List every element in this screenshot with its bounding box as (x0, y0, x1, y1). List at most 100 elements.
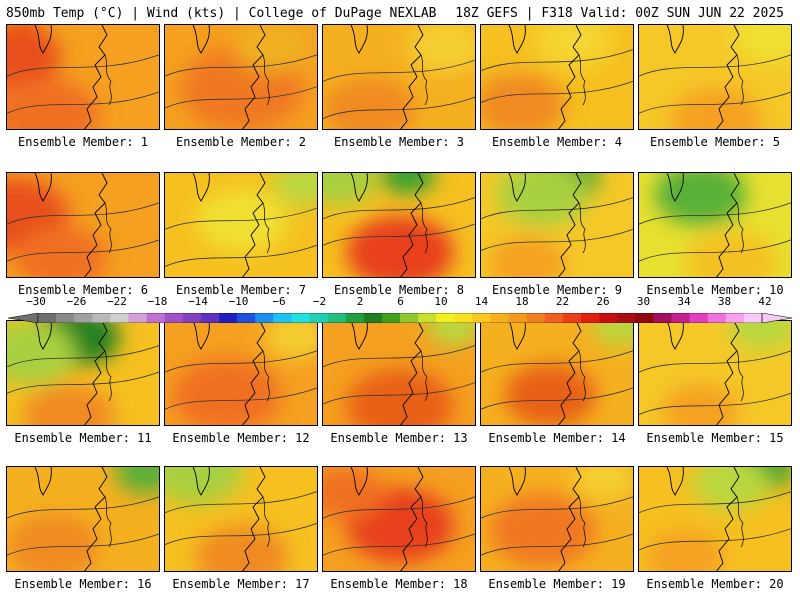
temperature-field (165, 467, 317, 571)
height-contour (165, 491, 317, 514)
ensemble-member-label: Ensemble Member: 9 (491, 283, 623, 297)
temperature-anomaly-region (323, 173, 377, 205)
color-scale-min-arrow (7, 312, 39, 324)
color-scale-tick-label: 26 (596, 295, 610, 308)
height-contour (481, 387, 633, 410)
temperature-anomaly-region (573, 467, 633, 499)
coastline (558, 467, 582, 571)
height-contour (7, 91, 159, 114)
coastline (578, 350, 586, 402)
color-scale-segment (92, 313, 111, 323)
ensemble-member-label: Ensemble Member: 19 (488, 577, 626, 591)
coastline (84, 321, 108, 425)
ensemble-member-map (164, 466, 318, 572)
temperature-field (165, 321, 317, 425)
ensemble-member-map (6, 466, 160, 572)
great-lakes-outline (350, 467, 368, 496)
great-lakes-outline (508, 467, 526, 496)
great-lakes-outline (666, 173, 684, 202)
ensemble-member-label: Ensemble Member: 7 (175, 283, 307, 297)
color-scale-segment (400, 313, 419, 323)
coastline (578, 496, 586, 548)
temperature-field (7, 467, 159, 571)
temperature-anomaly-region (7, 514, 100, 571)
color-scale-segment (182, 313, 202, 323)
temperature-anomaly-region (7, 25, 41, 43)
height-contour (639, 392, 791, 415)
coastline (84, 467, 108, 571)
color-scale-segment (363, 313, 383, 323)
coastline (558, 321, 582, 425)
coastline (420, 54, 428, 106)
coastline (420, 496, 428, 548)
coastline (736, 54, 744, 106)
coastline (242, 467, 266, 571)
color-scale-segment (562, 313, 582, 323)
height-contour (323, 382, 475, 405)
color-scale-segment (617, 313, 636, 323)
temperature-anomaly-region (346, 368, 454, 425)
color-scale-tick-label: 18 (515, 295, 529, 308)
temperature-anomaly-region (488, 493, 597, 568)
great-lakes-outline (508, 173, 526, 202)
ensemble-member-label: Ensemble Member: 6 (17, 283, 149, 297)
temperature-anomaly-region (685, 231, 778, 277)
color-scale-segment (743, 313, 763, 323)
coastline (578, 202, 586, 254)
height-contour (639, 202, 791, 225)
temperature-color-scale (7, 308, 793, 324)
ensemble-member-label: Ensemble Member: 5 (649, 135, 781, 149)
color-scale-segment (38, 313, 57, 323)
ensemble-member-map (480, 24, 634, 130)
ensemble-member-label: Ensemble Member: 1 (17, 135, 149, 149)
temperature-field (323, 321, 475, 425)
color-scale-segment (291, 313, 310, 323)
temperature-anomaly-region (165, 467, 242, 505)
color-scale-segment (508, 313, 527, 323)
temperature-anomaly-region (654, 173, 747, 226)
color-scale-segment (635, 313, 654, 323)
height-contour (323, 533, 475, 556)
temperature-anomaly-region (407, 25, 475, 73)
temperature-field (481, 467, 633, 571)
coastline (716, 25, 740, 129)
temperature-field (7, 173, 159, 277)
great-lakes-outline (34, 25, 52, 54)
ensemble-member-map (164, 24, 318, 130)
coastline (262, 350, 270, 402)
color-scale-segment (725, 313, 745, 323)
temperature-field (323, 467, 475, 571)
color-scale-tick-label: −18 (147, 295, 168, 308)
color-scale-segment (128, 313, 147, 323)
ensemble-member-label: Ensemble Member: 8 (333, 283, 465, 297)
great-lakes-outline (192, 173, 210, 202)
color-scale-segment (707, 313, 727, 323)
ensemble-member-map (638, 24, 792, 130)
height-contour (481, 350, 633, 373)
color-scale-segment (436, 313, 455, 323)
height-contour (7, 533, 159, 556)
height-contour (7, 54, 159, 77)
height-contour (639, 491, 791, 514)
coastline (558, 25, 582, 129)
great-lakes-outline (350, 25, 368, 54)
temperature-field (323, 173, 475, 277)
coastline (578, 54, 586, 106)
temperature-anomaly-region (14, 226, 108, 277)
temperature-anomaly-region (172, 358, 281, 425)
temperature-anomaly-region (496, 173, 589, 226)
temperature-anomaly-region (728, 321, 791, 350)
temperature-anomaly-region (272, 173, 317, 205)
map-title: 850mb Temp (°C) | Wind (kts) | College o… (6, 6, 437, 21)
ensemble-member-label: Ensemble Member: 12 (172, 431, 310, 445)
great-lakes-outline (192, 467, 210, 496)
coastline (716, 321, 740, 425)
ensemble-member-label: Ensemble Member: 17 (172, 577, 310, 591)
height-contour (481, 49, 633, 72)
color-scale-tick-label: −22 (107, 295, 127, 308)
color-scale-segment (309, 313, 328, 323)
ensemble-member-map (322, 320, 476, 426)
temperature-field (639, 25, 791, 129)
color-scale-segment (472, 313, 491, 323)
height-contour (7, 202, 159, 225)
